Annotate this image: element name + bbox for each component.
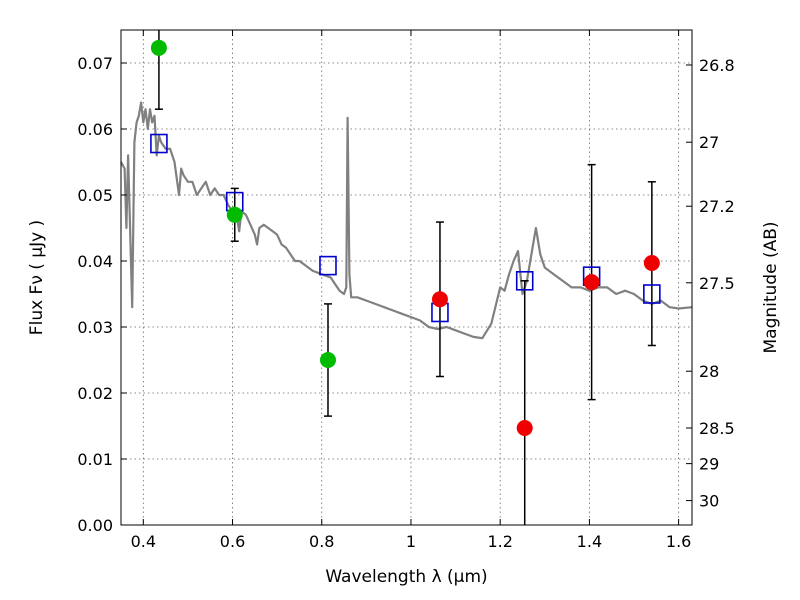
optical-data-point — [150, 39, 167, 56]
plot-frame — [120, 29, 693, 526]
nir-data-point — [516, 419, 533, 436]
right-tick-label: 28 — [699, 362, 719, 381]
x-axis-label: Wavelength λ (μm) — [325, 567, 487, 587]
y-tick-label: 0.02 — [77, 384, 113, 403]
model-photometry-square — [515, 270, 534, 291]
error-bars — [154, 30, 656, 525]
model-photometry-square — [643, 284, 661, 304]
right-tick-label: 28.5 — [699, 419, 735, 438]
y-tick-label: 0.05 — [77, 186, 113, 205]
right-tick-label: 29 — [699, 455, 719, 474]
y-tick-label: 0.01 — [77, 450, 113, 469]
model-photometry-markers — [150, 133, 661, 323]
optical-data-point — [319, 352, 336, 368]
x-tick-label: 0.4 — [131, 532, 156, 551]
y-tick-label: 0.06 — [77, 120, 113, 139]
right-tick-label: 27.2 — [699, 197, 735, 216]
x-tick-label: 1.6 — [666, 532, 691, 551]
x-tick-label: 0.8 — [309, 532, 334, 551]
optical-data-point — [226, 206, 243, 223]
model-photometry-square — [319, 255, 337, 276]
right-tick-label: 30 — [699, 492, 719, 511]
nir-data-point — [431, 291, 448, 308]
right-tick-label: 27 — [699, 133, 719, 152]
y-tick-label: 0.03 — [77, 318, 113, 337]
y-tick-label: 0.04 — [77, 252, 113, 271]
nir-data-point — [643, 254, 660, 271]
right-tick-label: 27.5 — [699, 274, 735, 293]
right-axis-label: Magnitude (AB) — [761, 221, 781, 353]
y-tick-label: 0.07 — [77, 54, 113, 73]
model-photometry-square — [150, 133, 168, 154]
grid-lines — [121, 30, 692, 525]
spectrum-line — [120, 101, 693, 340]
x-tick-label: 1.2 — [487, 532, 512, 551]
axis-ticks: 0.4 0.6 0.8 1 1.2 1.4 1.6 0.00 0.01 0.02 0.03 0.04 0… — [77, 30, 735, 551]
x-tick-label: 0.6 — [220, 532, 245, 551]
right-tick-label: 26.8 — [699, 56, 735, 75]
x-tick-label: 1 — [406, 532, 416, 551]
model-spectrum — [120, 101, 693, 340]
y-axis-label: Flux Fν ( μJy ) — [27, 220, 47, 335]
nir-data-point — [583, 274, 600, 291]
observed-photometry-markers — [150, 39, 660, 436]
y-tick-label: 0.00 — [77, 516, 113, 535]
x-tick-label: 1.4 — [577, 532, 602, 551]
